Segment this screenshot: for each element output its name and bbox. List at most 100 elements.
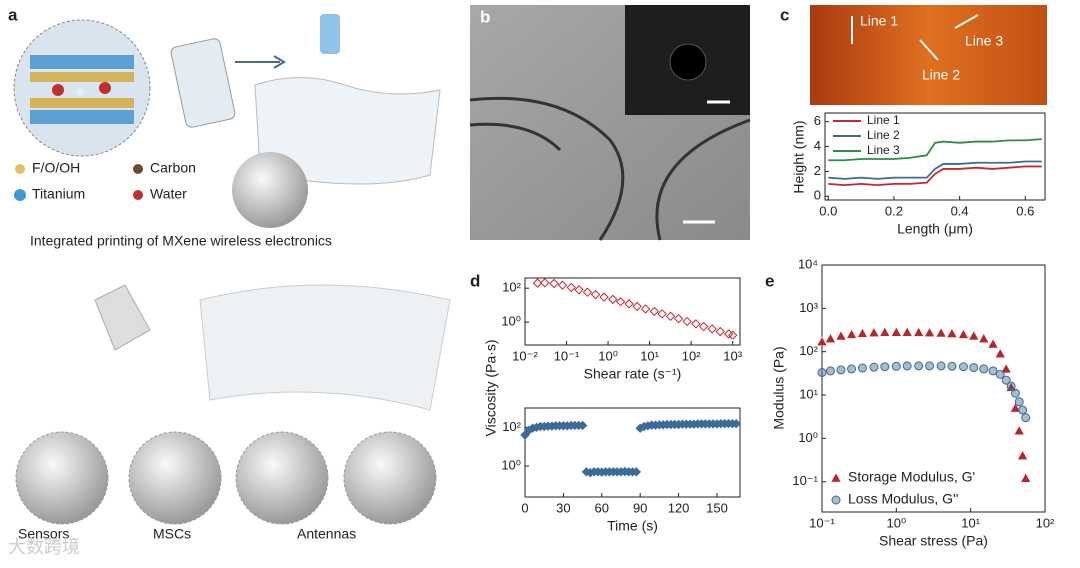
point [946,328,958,338]
point [857,327,868,338]
point [969,363,979,373]
panel-label: c [780,5,789,24]
point [936,361,946,371]
y-tick-label: 0 [814,188,821,203]
legend-text: Carbon [150,160,196,176]
point [566,282,576,293]
application-label: MSCs [153,526,191,542]
y-tick-label: 10⁰ [501,314,521,329]
point [577,420,588,431]
x-tick-label: 30 [556,500,570,515]
x-tick-label: 0 [521,500,528,515]
y-tick-label: 10¹ [799,386,818,401]
point [698,321,709,332]
point [557,280,568,290]
point [631,467,642,477]
point [1009,402,1021,413]
legend-dot [133,164,143,174]
point [723,329,734,339]
point [924,327,935,337]
legend-text: Water [150,186,187,202]
point [987,338,999,349]
printed-film [254,77,441,185]
x-tick-label: 150 [706,500,728,515]
x-tick-label: 10² [1036,515,1055,530]
x-tick-label: 120 [668,500,690,515]
point [532,278,543,288]
y-tick-label: 10⁻¹ [792,473,818,488]
point [1020,472,1032,483]
point [682,316,692,327]
point [994,348,1006,358]
legend-dot [15,164,25,174]
point [574,285,584,295]
point [731,418,741,429]
x-axis-label: Length (μm) [897,221,973,237]
legend-text: Titanium [32,186,85,202]
point [1014,397,1024,407]
y-tick-label: 10² [502,419,521,434]
x-axis-label: Shear rate (s⁻¹) [584,366,682,382]
x-tick-label: 0.4 [951,203,969,218]
point [868,327,880,337]
point [657,309,667,319]
hand [94,284,151,351]
x-tick-label: 90 [633,500,647,515]
x-tick-label: 10⁻¹ [554,348,580,363]
image-label: Line 1 [860,13,898,29]
structure-circle [13,19,151,157]
x-tick-label: 10³ [723,348,742,363]
y-tick-label: 4 [814,138,821,153]
point [988,366,998,376]
arrow-head [273,55,286,69]
point [665,311,676,322]
point [995,369,1005,379]
profile-line [954,14,979,29]
y-tick-label: 10² [799,343,818,358]
point [615,297,626,307]
y-tick-label: 10⁰ [798,430,818,445]
point [691,319,701,329]
point [727,330,738,340]
x-tick-label: 10⁻² [512,348,538,363]
point [835,330,847,341]
y-axis-label: Modulus (Pa) [771,346,787,429]
panel-label: a [8,5,18,24]
point [958,328,969,339]
point [590,289,601,300]
series-line [828,138,1042,162]
point [1018,405,1028,415]
point [836,365,846,375]
panel-label: b [480,7,490,26]
x-tick-label: 10⁰ [886,515,906,530]
point [1000,363,1012,374]
legend-dot [133,190,143,200]
image-label: Line 3 [965,33,1003,49]
point [632,301,642,312]
plot-frame [524,407,741,498]
series-line [828,165,1042,186]
x-tick-label: 10⁻¹ [809,515,835,530]
sphere [232,152,308,228]
point [891,361,901,371]
legend-label: Line 3 [867,143,900,157]
point [649,306,660,317]
point [979,364,989,374]
point [880,362,890,372]
point [901,326,913,337]
point [846,328,858,339]
y-tick-label: 10³ [799,300,818,315]
point [707,324,717,334]
point [640,304,651,314]
legend-label: Loss Modulus, G'' [848,491,958,507]
point [825,366,835,376]
point [816,336,828,346]
flake-edge [469,96,751,241]
panel-label: e [765,271,774,290]
x-axis-label: Shear stress (Pa) [879,533,988,549]
vial [170,38,236,128]
y-tick-label: 2 [814,163,821,178]
point [1017,450,1029,460]
point [958,362,968,372]
point [913,326,925,337]
